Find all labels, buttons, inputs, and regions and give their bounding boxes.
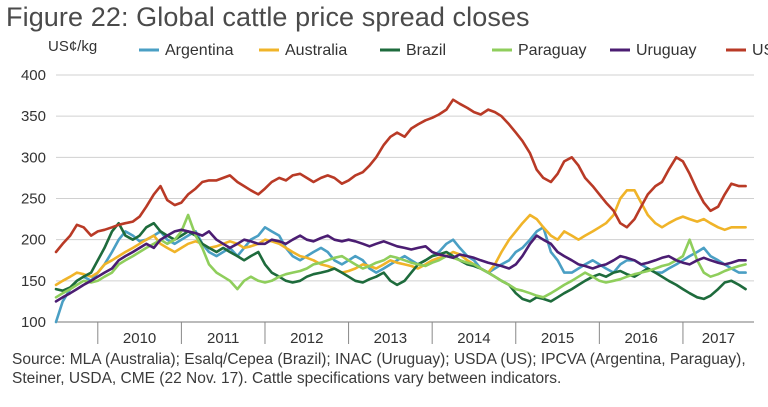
legend-label-paraguay: Paraguay [518,42,587,59]
line-chart: US¢/kg Argentina Australia Brazil Paraguay U… [21,38,768,347]
x-tick-label: 2012 [290,330,323,347]
x-tick-label: 2015 [541,330,574,347]
legend-label-argentina: Argentina [165,42,234,59]
legend-label-brazil: Brazil [406,42,446,59]
y-tick-label: 300 [21,149,46,166]
chart-title: Figure 22: Global cattle price spread cl… [6,2,530,32]
x-tick-label: 2014 [457,330,490,347]
series-line-australia [54,189,747,287]
legend-label-australia: Australia [285,42,347,59]
gridlines [56,74,754,323]
legend-label-us: US [752,42,768,59]
y-tick-label: 200 [21,232,46,249]
series-line-paraguay [54,213,747,299]
x-tick-label: 2016 [624,330,657,347]
source-note: Source: MLA (Australia); Esalq/Cepea (Br… [12,351,746,387]
x-tick-label: 2017 [702,330,735,347]
x-tick-label: 2011 [207,330,239,347]
legend-label-uruguay: Uruguay [636,42,696,59]
axis-ticks: 100 150 200 250 300 350 400 2010 2011 2012 2013 201… [21,67,754,347]
y-tick-label: 150 [21,273,46,290]
legend: Argentina Australia Brazil Paraguay Uruguay U… [139,42,768,59]
x-tick-label: 2013 [374,330,407,347]
y-tick-label: 350 [21,108,46,125]
series-lines [54,98,747,324]
y-tick-label: 250 [21,191,46,208]
y-tick-label: 100 [21,314,46,331]
x-tick-label: 2010 [123,330,156,347]
series-line-us [54,98,747,254]
y-tick-label: 400 [21,67,46,84]
y-axis-label: US¢/kg [48,38,97,55]
series-line-uruguay [54,228,747,303]
